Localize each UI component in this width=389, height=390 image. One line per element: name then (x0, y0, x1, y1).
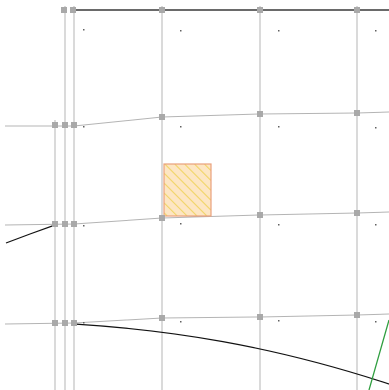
grid-node[interactable] (257, 111, 263, 117)
cell-marker-dot (83, 29, 85, 31)
grid-node[interactable] (159, 215, 165, 221)
cell-marker-dot (83, 225, 85, 227)
grid-node[interactable] (354, 210, 360, 216)
horizontal-grid-lines (5, 112, 389, 324)
cell-marker-dot (278, 126, 280, 128)
grid-node[interactable] (257, 212, 263, 218)
grid-node[interactable] (71, 122, 77, 128)
grid-node[interactable] (71, 320, 77, 326)
grid-node[interactable] (71, 221, 77, 227)
cell-marker-dot (278, 30, 280, 32)
cell-marker-dot (375, 224, 377, 226)
cell-marker-dot (180, 223, 182, 225)
grid-node[interactable] (159, 7, 165, 13)
cell-marker-dot (375, 30, 377, 32)
grid-node[interactable] (354, 7, 360, 13)
cell-marker-dot (375, 321, 377, 323)
grid-node[interactable] (257, 314, 263, 320)
cell-marker-dot (278, 224, 280, 226)
cell-marker-dot (180, 30, 182, 32)
outer-boundary-line (6, 225, 55, 243)
cell-marker-dot (180, 321, 182, 323)
grid-node[interactable] (52, 221, 58, 227)
grid-node[interactable] (62, 221, 68, 227)
selected-cell-hatch[interactable] (164, 164, 211, 216)
cell-marker-dot (278, 320, 280, 322)
grid-node[interactable] (354, 312, 360, 318)
grid-node[interactable] (354, 110, 360, 116)
grid-node[interactable] (61, 7, 67, 13)
grid-node[interactable] (257, 7, 263, 13)
grid-node[interactable] (52, 320, 58, 326)
grid-node[interactable] (62, 320, 68, 326)
grid-node[interactable] (52, 122, 58, 128)
cell-marker-dot (375, 127, 377, 129)
grid-node[interactable] (159, 315, 165, 321)
cell-marker-dot (180, 126, 182, 128)
cell-marker-dot (83, 126, 85, 128)
alignment-curve (369, 320, 389, 390)
grid-node[interactable] (62, 122, 68, 128)
grid-node[interactable] (159, 114, 165, 120)
grid-node[interactable] (70, 7, 76, 13)
cell-markers (83, 29, 377, 324)
outer-boundary-line (74, 324, 389, 384)
cell-marker-dot (83, 322, 85, 324)
